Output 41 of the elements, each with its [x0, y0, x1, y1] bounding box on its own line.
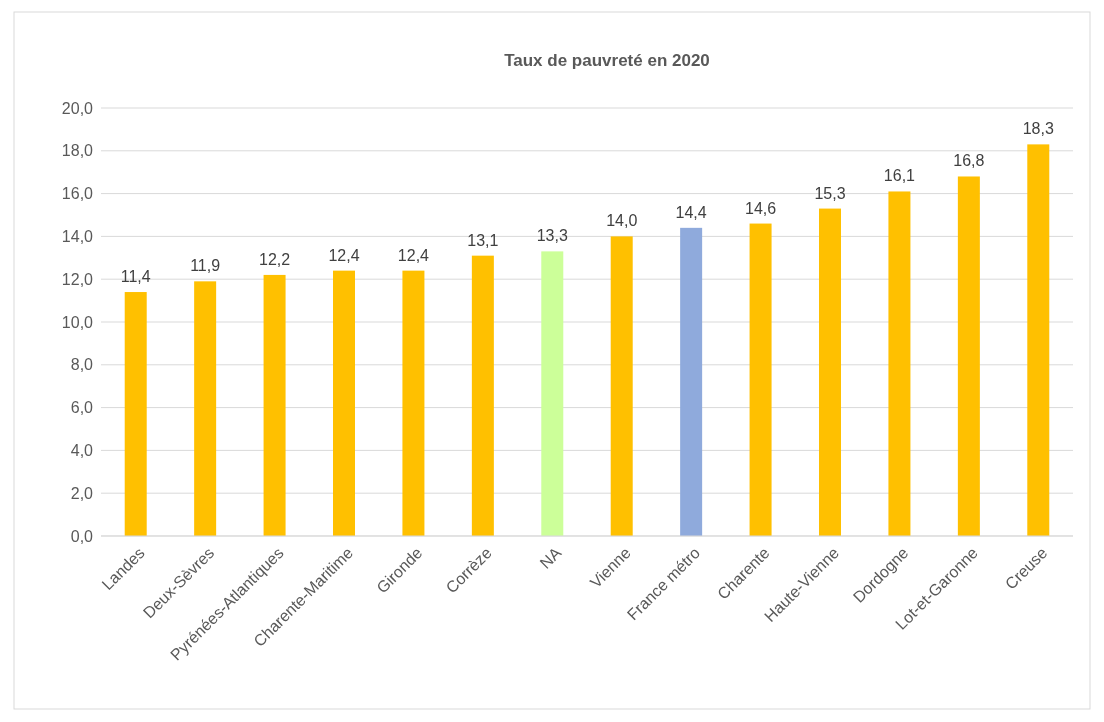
y-tick-label: 16,0 — [61, 185, 94, 203]
data-label: 11,4 — [120, 268, 151, 286]
data-label: 13,1 — [467, 231, 499, 249]
bar — [402, 270, 425, 536]
y-tick-label: 4,0 — [70, 442, 94, 459]
bar — [1027, 144, 1050, 536]
bar — [749, 223, 772, 536]
bar — [471, 255, 494, 536]
data-label: 14,4 — [675, 203, 707, 221]
data-label: 16,1 — [883, 167, 916, 185]
y-tick-label: 0,0 — [70, 527, 94, 545]
data-label: 14,6 — [745, 199, 777, 217]
data-label: 11,9 — [190, 257, 221, 275]
bar — [194, 281, 217, 536]
data-label: 18,3 — [1022, 120, 1054, 138]
chart-title: Taux de pauvreté en 2020 — [504, 51, 710, 70]
data-label: 13,3 — [536, 227, 568, 245]
bar — [541, 251, 564, 536]
y-tick-label: 6,0 — [70, 399, 94, 417]
bar — [957, 176, 980, 536]
bar — [888, 191, 911, 536]
y-tick-label: 14,0 — [61, 228, 94, 245]
bar — [333, 270, 355, 536]
data-label: 12,4 — [397, 246, 430, 264]
bar — [819, 208, 841, 536]
y-tick-label: 18,0 — [61, 142, 94, 160]
x-tick-label: NA — [536, 543, 565, 572]
data-label: 15,3 — [814, 184, 846, 202]
y-tick-label: 2,0 — [70, 484, 94, 502]
y-tick-label: 12,0 — [61, 270, 94, 288]
bar — [610, 236, 633, 536]
data-label: 12,2 — [259, 250, 291, 268]
data-label: 16,8 — [953, 152, 985, 170]
bar — [124, 292, 147, 536]
bar — [680, 227, 703, 536]
y-tick-label: 20,0 — [61, 99, 94, 117]
data-label: 14,0 — [606, 212, 638, 230]
bar — [263, 274, 286, 536]
data-label: 12,4 — [328, 246, 360, 264]
y-tick-label: 10,0 — [61, 313, 94, 331]
y-tick-label: 8,0 — [70, 356, 94, 374]
